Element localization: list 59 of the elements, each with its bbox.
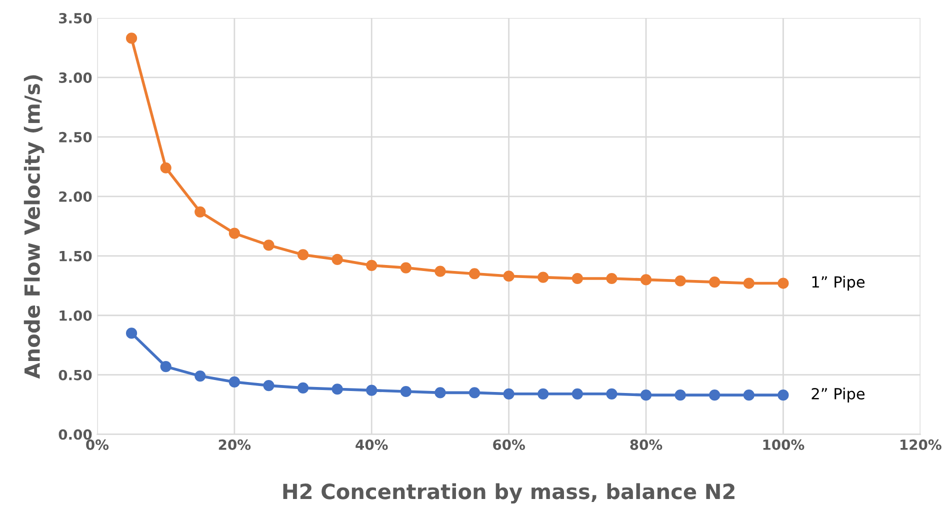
point — [538, 272, 549, 283]
y-tick-label: 1.50 — [60, 250, 92, 262]
point — [194, 370, 206, 382]
x-tick-label: 0% — [86, 439, 109, 450]
x-tick-label: 40% — [356, 439, 388, 450]
point — [572, 388, 583, 400]
point — [778, 390, 789, 401]
point — [709, 276, 720, 288]
y-tick-label: 3.50 — [59, 12, 92, 24]
point — [126, 328, 138, 339]
point — [468, 387, 480, 398]
point — [468, 268, 480, 280]
point — [709, 390, 720, 401]
y-tick-label: 2.00 — [59, 191, 92, 202]
point — [366, 384, 378, 396]
x-axis-title: H2 Concentration by mass, balance N2 — [283, 483, 734, 504]
point — [434, 266, 446, 277]
point — [160, 360, 172, 372]
point — [743, 390, 754, 401]
point — [640, 274, 652, 286]
point — [263, 240, 274, 251]
x-tick-label: 20% — [218, 439, 251, 450]
point — [297, 249, 309, 260]
y-tick-label: 2.50 — [59, 132, 92, 142]
point — [538, 388, 549, 400]
point — [606, 272, 618, 284]
point — [297, 382, 309, 394]
y-tick-label: 0.00 — [58, 429, 92, 440]
point — [606, 388, 618, 400]
point — [228, 228, 240, 239]
point — [160, 162, 172, 174]
point — [572, 272, 583, 284]
series-label: 2” Pipe — [812, 388, 865, 402]
point — [503, 388, 514, 400]
point — [332, 254, 343, 266]
point — [194, 206, 206, 218]
x-tick-label: 60% — [493, 439, 525, 450]
point — [640, 390, 652, 401]
point — [332, 384, 343, 395]
y-tick-label: 3.00 — [59, 72, 92, 83]
x-tick-label: 80% — [630, 439, 662, 450]
point — [126, 32, 138, 44]
point — [674, 275, 686, 286]
point — [778, 278, 789, 289]
point — [743, 278, 754, 289]
point — [400, 386, 412, 398]
point — [400, 262, 412, 274]
point — [434, 387, 446, 398]
y-axis-title: Anode Flow Velocity (m/s) — [24, 75, 44, 379]
point — [674, 390, 686, 401]
point — [228, 376, 240, 388]
point — [503, 270, 514, 282]
point — [366, 260, 378, 271]
series-label: 1” Pipe — [812, 276, 865, 291]
x-tick-label: 120% — [900, 439, 942, 450]
y-tick-label: 1.00 — [60, 310, 92, 321]
y-tick-label: 0.50 — [58, 370, 92, 380]
x-tick-label: 100% — [763, 439, 804, 450]
point — [263, 380, 274, 392]
